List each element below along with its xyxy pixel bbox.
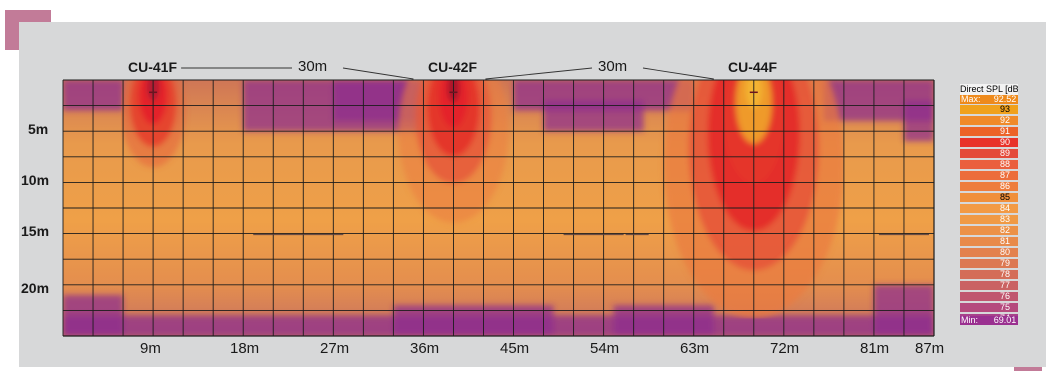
legend-min-value: 69.01 [993,315,1017,325]
legend-level-77-value: 77 [999,280,1010,290]
x-tick-36m: 36m [410,340,440,357]
legend-level-89-value: 89 [999,148,1010,158]
y-tick-10m: 10m [21,172,50,188]
x-tick-9m: 9m [140,340,161,357]
spacing-connector-2 [342,67,414,80]
spacing-label-2: 30m [598,58,628,75]
legend-level-79: 79 [960,259,1018,268]
legend-level-92: 92 [960,116,1018,125]
legend-level-80: 80 [960,248,1018,257]
y-tick-20m: 20m [21,280,50,296]
legend-level-83: 83 [960,215,1018,224]
spacing-label-1: 30m [298,58,328,75]
legend-level-87-value: 87 [999,170,1010,180]
legend-level-79-value: 79 [999,258,1010,268]
legend-min-label: Min: [961,315,979,325]
legend-title: Direct SPL [dB [960,84,1018,95]
legend-level-89: 89 [960,149,1018,158]
legend-level-81: 81 [960,237,1018,246]
x-tick-81m: 81m [860,340,890,357]
legend-level-82-value: 82 [999,225,1010,235]
spacing-connector-3 [485,67,593,80]
legend-level-77: 77 [960,281,1018,290]
legend-level-92-value: 92 [999,115,1010,125]
x-tick-54m: 54m [590,340,620,357]
speaker-label-cu42f: CU-42F [428,59,478,75]
x-tick-18m: 18m [230,340,260,357]
x-tick-27m: 27m [320,340,350,357]
legend-level-86: 86 [960,182,1018,191]
speaker-label-cu41f: CU-41F [128,59,178,75]
legend-level-85-value: 85 [999,192,1010,202]
x-tick-87m: 87m [915,340,945,357]
legend-level-75-value: 75 [999,302,1010,312]
legend-level-85: 85 [960,193,1018,202]
legend-level-76-value: 76 [999,291,1010,301]
legend-level-83-value: 83 [999,214,1010,224]
x-tick-45m: 45m [500,340,530,357]
legend-level-82: 82 [960,226,1018,235]
legend-level-93: 93 [960,105,1018,114]
legend-level-90: 90 [960,138,1018,147]
y-tick-5m: 5m [28,121,49,137]
legend-level-91: 91 [960,127,1018,136]
legend-level-80-value: 80 [999,247,1010,257]
legend-level-78-value: 78 [999,269,1010,279]
x-tick-63m: 63m [680,340,710,357]
y-tick-15m: 15m [21,223,50,239]
legend-level-78: 78 [960,270,1018,279]
color-legend: Direct SPL [dB Max: 92.52 93 92 91 90 89 88 87 86… [960,84,1018,328]
legend-level-84: 84 [960,204,1018,213]
legend-level-93-value: 93 [999,104,1010,114]
legend-max: Max: 92.52 [960,95,1018,104]
speaker-label-cu44f: CU-44F [728,59,778,75]
legend-max-label: Max: [961,94,981,104]
legend-level-76: 76 [960,292,1018,301]
legend-level-88-value: 88 [999,159,1010,169]
legend-min: Min: 69.01 [960,316,1018,325]
legend-level-81-value: 81 [999,236,1010,246]
spacing-connector-4 [642,67,714,80]
legend-level-86-value: 86 [999,181,1010,191]
legend-level-88: 88 [960,160,1018,169]
legend-level-91-value: 91 [999,126,1010,136]
legend-level-87: 87 [960,171,1018,180]
legend-max-value: 92.52 [993,94,1017,104]
legend-level-84-value: 84 [999,203,1010,213]
x-tick-72m: 72m [770,340,800,357]
legend-level-90-value: 90 [999,137,1010,147]
legend-level-75: 75 [960,303,1018,312]
